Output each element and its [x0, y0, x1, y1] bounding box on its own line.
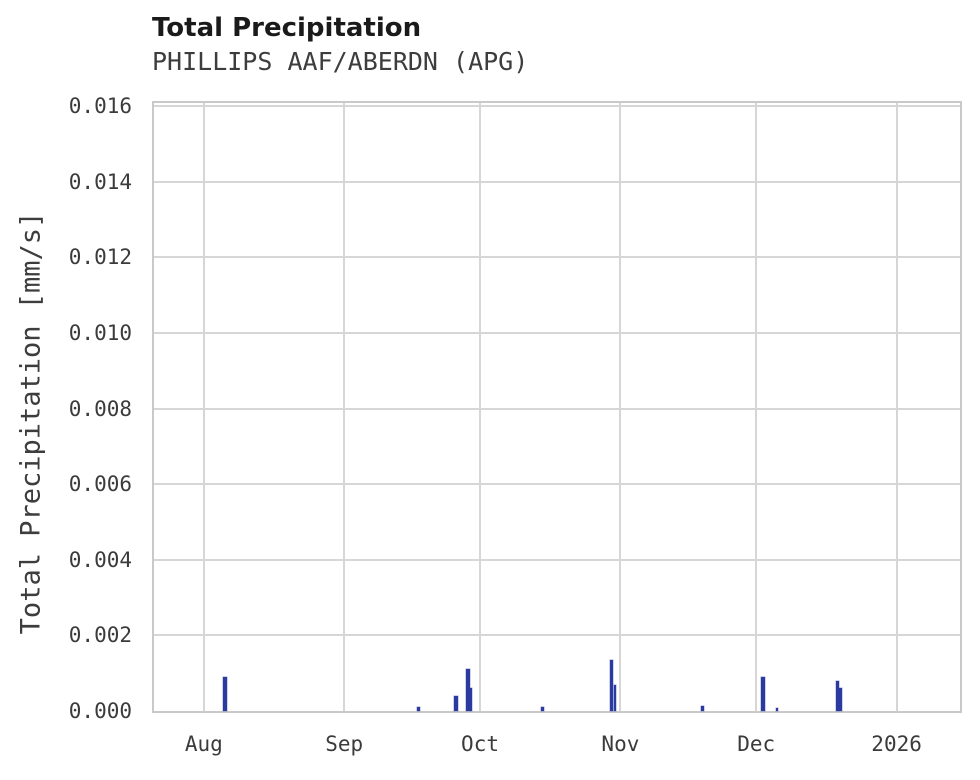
y-tick-label: 0.004: [68, 547, 132, 572]
y-gridline: [154, 483, 960, 486]
y-gridline: [154, 331, 960, 334]
spike-bar: [700, 706, 704, 711]
y-gridline: [154, 407, 960, 410]
spike-bar: [760, 676, 765, 711]
y-gridline: [154, 558, 960, 561]
x-gridline: [343, 103, 346, 711]
spike-bar: [540, 707, 544, 711]
spike-bar: [416, 707, 420, 711]
x-gridline: [619, 103, 622, 711]
spike-bar: [469, 688, 472, 711]
plot-area: 0.000 0.002 0.004 0.006 0.008 0.010 0.012 0.014…: [69, 94, 962, 756]
y-tick-label: 0.000: [68, 699, 132, 723]
y-tick-label: 0.010: [68, 320, 132, 345]
y-tick-label: 0.008: [68, 396, 132, 421]
spike-bar: [839, 688, 843, 711]
x-gridline: [202, 103, 205, 711]
spike-bar: [465, 669, 470, 711]
spike-bar: [613, 684, 616, 711]
y-tick-label: 0.012: [68, 245, 132, 270]
x-tick-label: Dec: [737, 732, 776, 756]
spike-bar: [776, 708, 779, 711]
spike-bar: [454, 695, 459, 711]
x-tick-label: 2026: [871, 732, 922, 756]
x-tick-label: Oct: [461, 732, 499, 756]
chart-title: Total Precipitation: [152, 13, 422, 43]
x-gridline: [479, 103, 482, 711]
y-gridline: [154, 105, 960, 108]
x-tick-label: Nov: [601, 732, 640, 756]
y-tick-label: 0.002: [68, 623, 132, 648]
x-tick-label: Sep: [325, 732, 364, 756]
spike-bar: [222, 676, 227, 711]
x-gridline: [895, 103, 898, 711]
spike-bar: [836, 680, 840, 711]
x-tick-label: Aug: [184, 732, 223, 756]
chart-subtitle-station: PHILLIPS AAF/ABERDN (APG): [152, 46, 529, 76]
y-tick-label: 0.016: [68, 94, 132, 119]
y-gridline: [154, 180, 960, 183]
y-tick-label: 0.006: [68, 472, 132, 497]
x-gridline: [755, 103, 758, 711]
y-axis-title: Total Precipitation [mm/s]: [15, 211, 47, 635]
y-gridline: [154, 634, 960, 637]
y-tick-label: 0.014: [68, 169, 132, 194]
y-gridline: [154, 256, 960, 259]
chart-header: Total Precipitation PHILLIPS AAF/ABERDN …: [152, 14, 528, 77]
spike-bar: [609, 660, 613, 711]
